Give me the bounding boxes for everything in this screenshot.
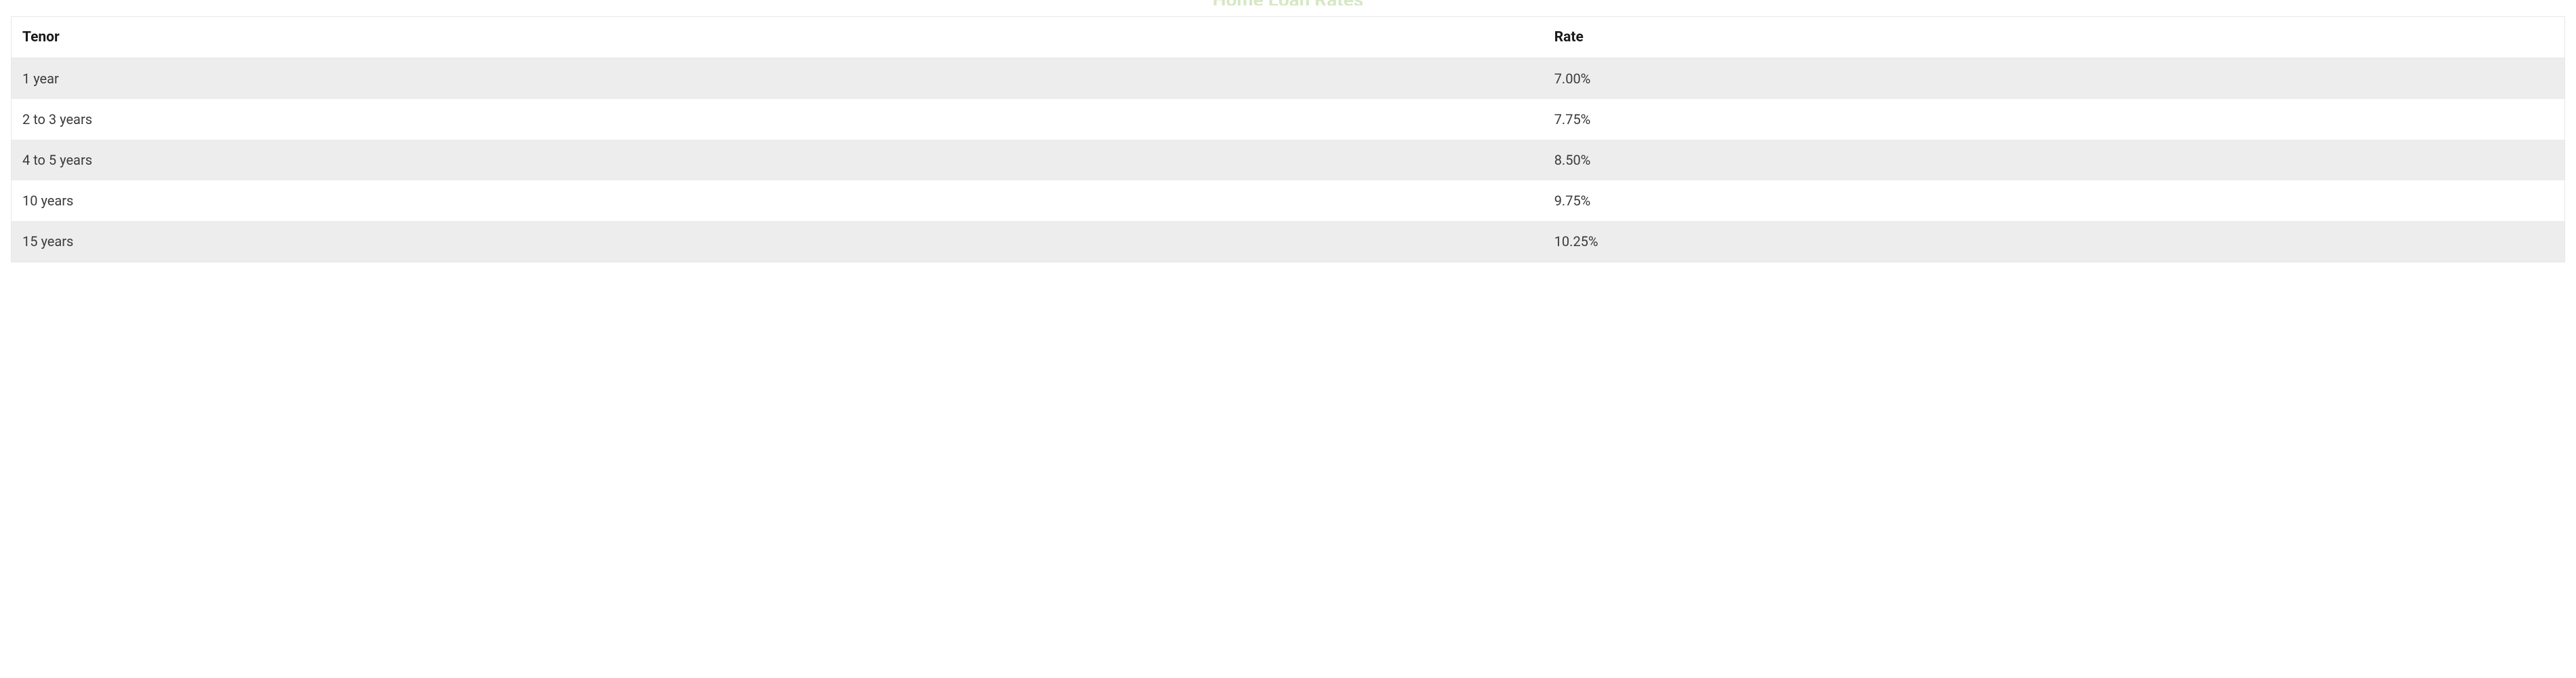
cell-tenor: 4 to 5 years: [12, 140, 1544, 180]
cell-tenor: 1 year: [12, 58, 1544, 100]
table-row: 4 to 5 years 8.50%: [12, 140, 2565, 180]
table-row: 10 years 9.75%: [12, 180, 2565, 221]
page-title: Home Loan Rates: [11, 0, 2565, 5]
cell-tenor: 15 years: [12, 221, 1544, 262]
table-row: 15 years 10.25%: [12, 221, 2565, 262]
cell-rate: 10.25%: [1544, 221, 2565, 262]
cell-rate: 9.75%: [1544, 180, 2565, 221]
table-row: 2 to 3 years 7.75%: [12, 99, 2565, 140]
loan-rates-table: Tenor Rate 1 year 7.00% 2 to 3 years 7.7…: [11, 16, 2565, 262]
column-header-rate: Rate: [1544, 17, 2565, 58]
cell-rate: 7.75%: [1544, 99, 2565, 140]
cell-rate: 7.00%: [1544, 58, 2565, 100]
column-header-tenor: Tenor: [12, 17, 1544, 58]
cell-rate: 8.50%: [1544, 140, 2565, 180]
cell-tenor: 10 years: [12, 180, 1544, 221]
table-header-row: Tenor Rate: [12, 17, 2565, 58]
table-row: 1 year 7.00%: [12, 58, 2565, 100]
cell-tenor: 2 to 3 years: [12, 99, 1544, 140]
